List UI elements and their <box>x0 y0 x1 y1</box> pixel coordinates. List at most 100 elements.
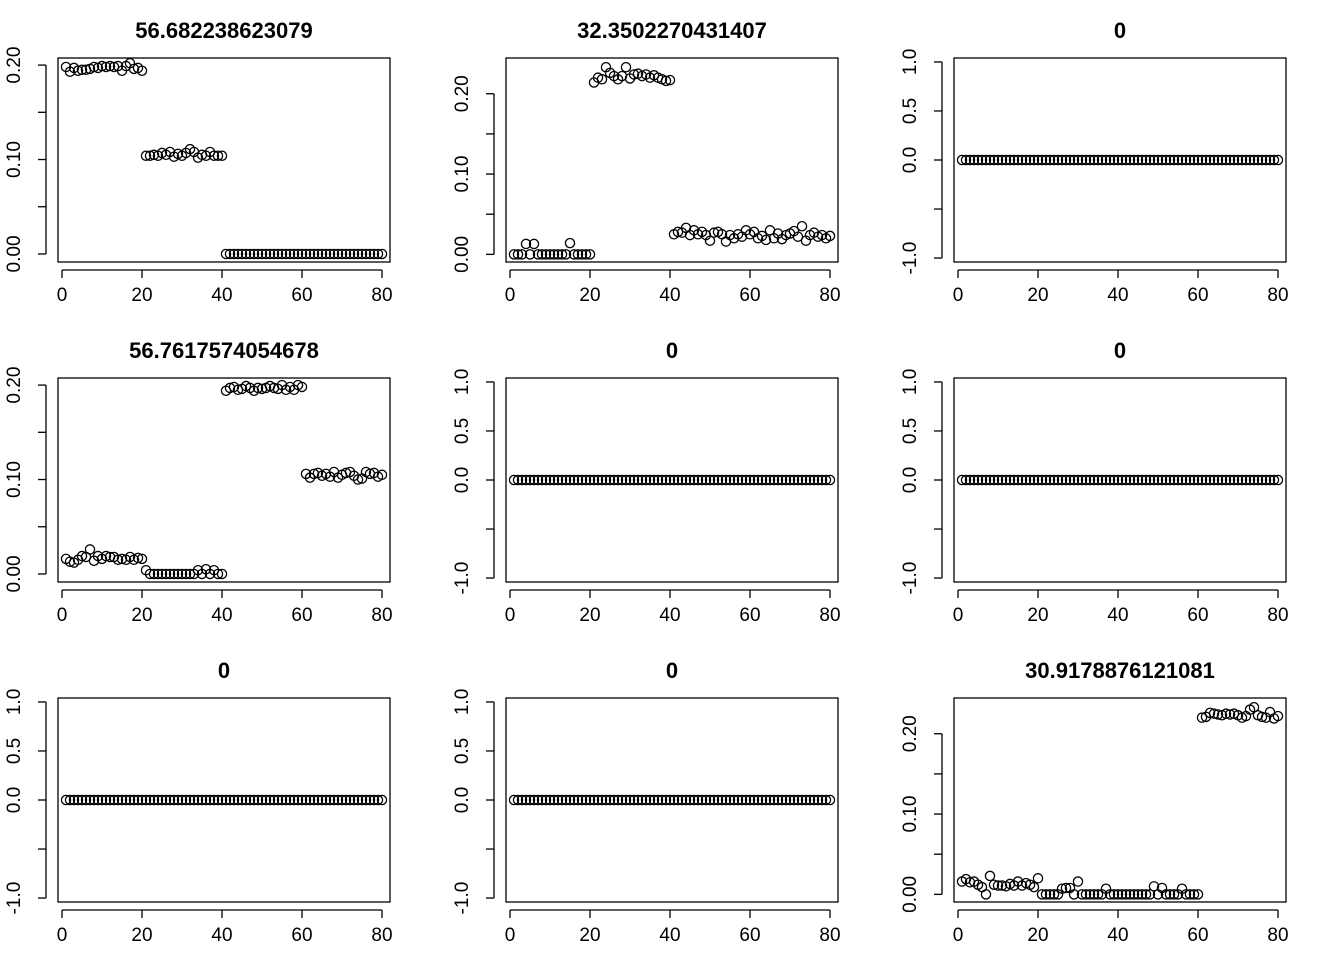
data-point <box>1136 889 1148 900</box>
data-point <box>128 794 140 806</box>
y-tick-label: 0.0 <box>452 467 473 493</box>
x-tick-label: 20 <box>1027 925 1048 946</box>
data-point <box>104 794 116 806</box>
data-point <box>748 794 760 806</box>
data-point <box>304 248 316 260</box>
data-point <box>368 794 380 806</box>
data-point <box>1128 154 1140 166</box>
data-point <box>164 794 176 806</box>
data-point <box>772 794 784 806</box>
data-point <box>984 154 996 166</box>
data-point <box>628 69 640 80</box>
data-point <box>220 794 232 806</box>
x-axis: 0 20 40 60 80 <box>505 269 841 306</box>
data-point <box>308 468 320 480</box>
data-point <box>656 474 668 486</box>
x-axis: 0 20 40 60 80 <box>505 589 841 626</box>
data-point <box>64 794 76 806</box>
data-point <box>1016 474 1028 486</box>
y-tick-label: 0.10 <box>4 141 25 178</box>
x-tick-label: 60 <box>739 285 760 306</box>
data-point <box>240 248 252 260</box>
y-tick-label: 0.5 <box>4 738 25 764</box>
x-tick-label: 40 <box>211 925 232 946</box>
data-point <box>304 794 316 806</box>
data-point <box>752 794 764 806</box>
data-point <box>800 474 812 486</box>
y-tick-label: 1.0 <box>4 689 25 715</box>
x-tick-label: 20 <box>131 285 152 306</box>
plot-frame <box>953 57 1287 263</box>
data-point <box>1104 889 1116 900</box>
data-point <box>640 794 652 806</box>
data-point <box>1184 889 1196 900</box>
data-point <box>776 474 788 486</box>
data-point <box>672 474 684 486</box>
data-point <box>796 221 808 232</box>
data-point <box>612 794 624 806</box>
data-point <box>1148 474 1160 486</box>
data-point <box>1124 889 1136 900</box>
data-point <box>576 249 588 260</box>
data-point <box>260 794 272 806</box>
data-point <box>1008 474 1020 486</box>
data-point <box>152 568 164 580</box>
data-point <box>580 474 592 486</box>
data-point <box>216 150 228 161</box>
data-point <box>276 794 288 806</box>
data-point <box>696 474 708 486</box>
data-point <box>592 794 604 806</box>
data-point <box>1120 889 1132 900</box>
data-point <box>1272 710 1284 722</box>
data-point <box>376 794 388 806</box>
data-point <box>1272 474 1284 486</box>
data-point <box>980 154 992 166</box>
data-point <box>616 474 628 486</box>
data-point <box>604 794 616 806</box>
data-point <box>1056 154 1068 166</box>
data-point <box>236 794 248 806</box>
x-tick-label: 40 <box>1107 285 1128 306</box>
data-point <box>660 794 672 806</box>
data-point <box>660 75 672 87</box>
data-point <box>132 794 144 806</box>
panel-title: 0 <box>1114 18 1126 43</box>
data-points <box>60 379 388 580</box>
data-point <box>1200 154 1212 166</box>
data-point <box>176 794 188 806</box>
data-point <box>612 474 624 486</box>
data-point <box>208 794 220 806</box>
data-point <box>116 553 128 565</box>
plot-frame <box>953 697 1287 903</box>
data-point <box>512 249 524 260</box>
y-axis: 0.00 0.10 0.20 <box>4 367 47 592</box>
y-tick-label: 1.0 <box>900 49 921 75</box>
data-point <box>1228 474 1240 486</box>
data-point <box>536 794 548 806</box>
data-point <box>364 248 376 260</box>
data-point <box>1208 708 1220 719</box>
data-point <box>564 237 576 249</box>
data-point <box>1220 708 1232 719</box>
data-point <box>1032 154 1044 166</box>
data-point <box>1268 154 1280 166</box>
data-point <box>648 474 660 486</box>
data-point <box>648 794 660 806</box>
data-point <box>652 794 664 806</box>
data-point <box>1000 154 1012 166</box>
data-point <box>1012 154 1024 166</box>
x-tick-label: 80 <box>371 285 392 306</box>
data-point <box>1192 889 1204 900</box>
data-point <box>1048 154 1060 166</box>
y-tick-label: 0.00 <box>900 876 921 913</box>
data-point <box>792 474 804 486</box>
data-point <box>1052 474 1064 486</box>
data-point <box>244 248 256 260</box>
data-points <box>956 474 1284 486</box>
x-tick-label: 80 <box>819 605 840 626</box>
data-point <box>60 794 72 806</box>
data-point <box>280 248 292 260</box>
data-point <box>1248 474 1260 486</box>
data-point <box>1212 709 1224 720</box>
panel-4: 56.7617574054678 0 20 40 60 80 0.00 0.10 0.20 <box>4 338 393 626</box>
